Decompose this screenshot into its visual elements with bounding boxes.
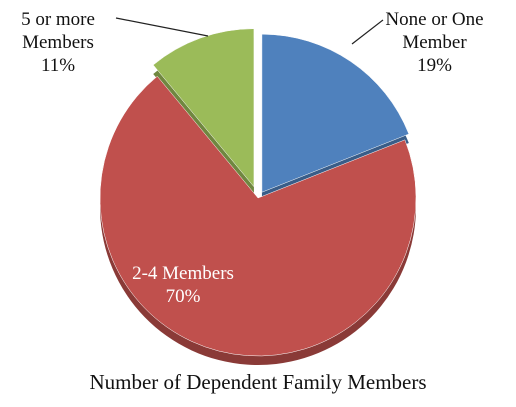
slice-label: None or One Member 19% (372, 8, 497, 77)
slice-label: 2-4 Members 70% (118, 262, 248, 308)
slice (152, 28, 255, 188)
slice-category: 2-4 Members (132, 263, 234, 284)
slice-category: 5 or more Members (21, 9, 95, 53)
slice-value: 11% (40, 55, 76, 76)
slice-value: 19% (417, 55, 452, 76)
chart-title: Number of Dependent Family Members (89, 370, 427, 394)
leader-line (115, 17, 209, 37)
slice (99, 75, 417, 357)
slice-label: 5 or more Members 11% (8, 8, 108, 77)
slice-category: None or One Member (385, 9, 484, 53)
slice (261, 33, 410, 193)
slice-value: 70% (165, 286, 201, 307)
leader-line (351, 19, 384, 45)
